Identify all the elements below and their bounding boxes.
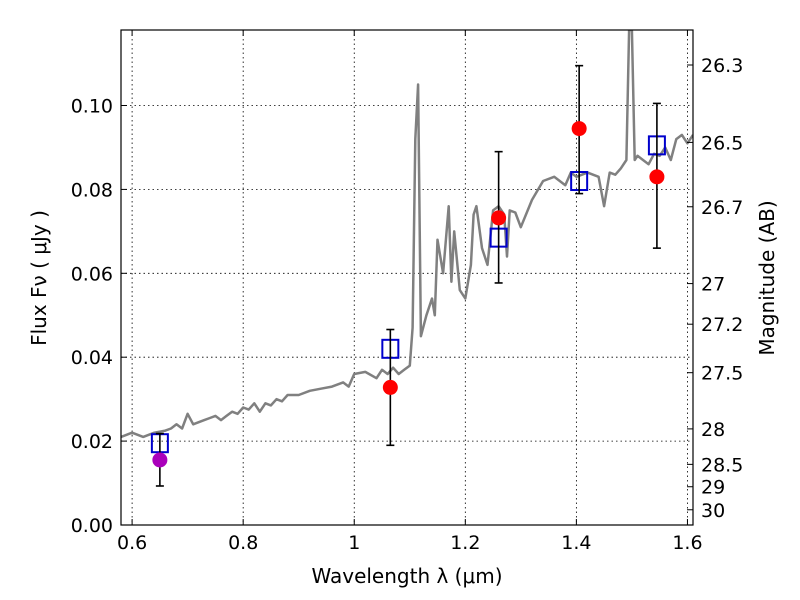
y-tick-label: 0.06 [71, 263, 113, 285]
x-tick-label: 1.6 [672, 532, 702, 554]
plot-area [121, 30, 693, 487]
y-tick-label: 0.10 [71, 96, 113, 118]
axis-tick-labels: 0.6 0.8 1 1.2 1.4 1.6 0.00 0.02 0.04 0.06 0.08 0.10… [71, 55, 744, 554]
x-tick-label: 1.4 [561, 532, 591, 554]
x-tick-label: 1 [348, 532, 360, 554]
observed-flux-point [571, 121, 587, 137]
axis-ticks [121, 30, 693, 526]
y-tick-label: 0.02 [71, 431, 113, 453]
y-tick-label: 0.04 [71, 347, 113, 369]
observed-flux-point [382, 379, 398, 395]
y2-tick-label: 27 [701, 274, 725, 296]
x-tick-label: 0.8 [228, 532, 258, 554]
y2-axis-label: Magnitude (AB) [755, 200, 779, 355]
y2-tick-label: 26.5 [701, 132, 743, 154]
plot-frame [120, 29, 694, 526]
x-tick-label: 0.6 [117, 532, 147, 554]
y2-tick-label: 30 [701, 500, 725, 522]
y-axis-label: Flux Fν ( μJy ) [27, 210, 51, 346]
y2-tick-label: 28 [701, 419, 725, 441]
y-tick-label: 0.00 [71, 515, 113, 537]
y2-tick-label: 28.5 [701, 454, 743, 476]
y2-tick-label: 29 [701, 477, 725, 499]
x-axis-label: Wavelength λ (μm) [311, 564, 502, 588]
x-tick-label: 1.2 [450, 532, 480, 554]
y2-tick-label: 27.2 [701, 314, 743, 336]
observed-flux-point [491, 210, 507, 226]
model-sed-line [121, 30, 693, 439]
markers [150, 64, 666, 487]
y-tick-label: 0.08 [71, 179, 113, 201]
observed-flux-point [649, 169, 665, 185]
observed-flux-point [152, 452, 168, 468]
y2-tick-label: 26.7 [701, 197, 743, 219]
y2-tick-label: 26.3 [701, 55, 743, 77]
y2-tick-label: 27.5 [701, 363, 743, 385]
